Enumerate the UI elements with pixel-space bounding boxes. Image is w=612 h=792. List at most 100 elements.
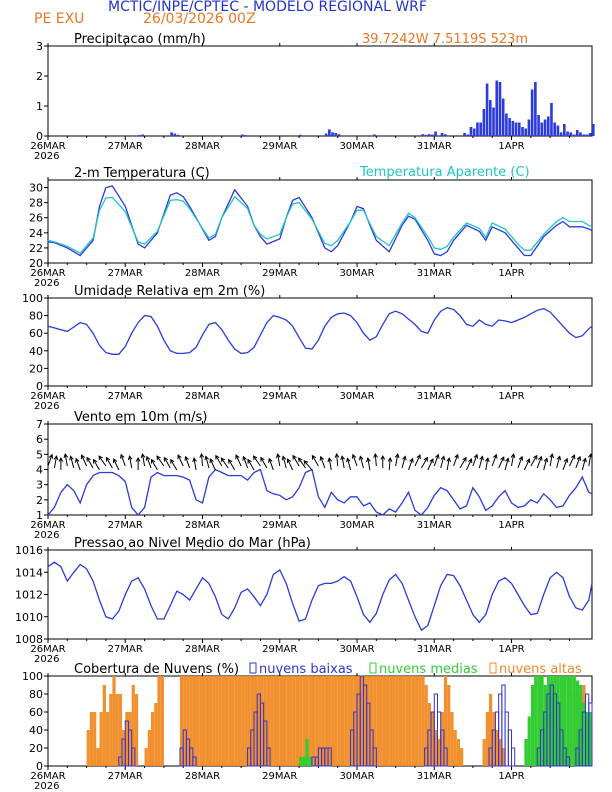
wind-ytick-label: 7 [36,418,43,431]
cloud-bar-mid [537,676,541,766]
precip-bar [527,119,531,136]
wind-vector-head [484,457,490,463]
wind-vector-head [260,456,265,462]
wind-vector-head [199,452,205,458]
wind-vector [408,458,414,471]
wind-vector-head [209,458,214,464]
cloud-bar-high [450,712,454,766]
wind-vector [53,456,58,469]
cloud-bar-low [372,747,377,767]
cloud-bar-high [331,676,335,766]
wind-vector-head [380,454,386,460]
cloud-bar-high [109,694,113,766]
wind-vector-head [346,457,351,463]
cloud-bar-high [492,712,496,766]
wind-vector-head [311,454,317,460]
cloud-bar-high [360,676,364,766]
wind-vector-head [423,456,428,462]
temp-ytick-label: 22 [29,242,43,255]
temp-xtick-label: 1APR [498,268,524,279]
cloud-legend-swatch [249,662,257,674]
wind-series-line-0 [47,468,593,517]
wind-vector [298,457,306,469]
wind-vector-head [281,455,287,461]
cloud-bar-high [105,712,110,766]
pressure-ytick-label: 1008 [15,633,43,646]
cloud-bar-high [344,676,348,766]
wind-vector [215,455,223,467]
wind-vector [352,454,358,467]
cloud-bar-high [244,676,248,766]
rh-ytick-label: 100 [22,292,43,305]
cloud-bar-high [427,703,432,766]
wind-vector-head [440,455,446,461]
cloud-bar-high [318,676,322,766]
temp-xtick-label: 28MAR [185,268,220,279]
cloud-bar-high [305,676,309,766]
wind-vector-head [556,455,562,461]
pressure-series-line-0 [47,561,593,632]
wind-vector-head [215,454,220,460]
cloud-bar-high [347,676,351,766]
rh-ytick-label: 60 [29,327,43,340]
cloud-bar-high [495,730,499,766]
wind-vector [556,456,561,469]
cloud-bar-high [237,676,242,766]
wind-vector [446,458,450,471]
precip-bar [534,82,537,136]
wind-vector [205,456,210,469]
wind-vector [504,458,509,471]
precip-bar [546,116,550,136]
wind-vector [575,456,581,469]
wind-vector [401,456,406,469]
coordinates-label: 39.7242W 7.5119S 523m [362,32,528,47]
wind-vector-head [98,455,103,461]
cloud-bar-high [134,694,139,766]
wind-vector-head [127,455,133,461]
precip-bar [331,132,334,136]
cloud-bar-high [498,739,502,766]
cloud-legend-swatch [489,662,497,674]
wind-vector [459,457,467,469]
clouds-title: Cobertura de Nuvens (%) [74,662,239,677]
precip-bar [170,132,173,136]
run-datetime: 26/03/2026 00Z [143,11,256,27]
precip-bar [173,133,177,136]
cloud-bar-high [270,676,274,766]
wind-xtick-label: 31MAR [417,520,452,531]
precip-xtick-label: 28MAR [185,141,220,152]
wind-vector [228,459,236,471]
cloud-bar-low [443,747,448,767]
precip-bar [434,131,437,136]
wind-xtick-label: 27MAR [108,520,143,531]
cloud-bar-high [328,676,332,766]
clouds-xtick-label: 27MAR [108,771,143,782]
temp-year-label: 2026 [34,278,59,289]
precip-xtick-label: 30MAR [339,141,374,152]
cloud-bar-high [411,676,415,766]
precip-bar [469,127,473,136]
cloud-bar-mid [524,739,528,766]
cloud-bar-high [221,676,226,766]
wind-vector-head [543,457,549,463]
wind-vector [163,457,171,469]
wind-vector-head [228,458,233,464]
wind-vector [517,456,523,469]
cloud-bar-high [131,685,135,766]
cloud-bar-high [357,676,361,766]
wind-ytick-label: 6 [36,433,43,446]
temp-series-line-0 [47,185,593,257]
pressure-ytick-label: 1012 [15,589,43,602]
temp-xtick-label: 30MAR [339,268,374,279]
precip-bar [543,119,547,136]
rh-xtick-label: 26MAR [30,391,65,402]
cloud-bar-high [93,712,97,766]
wind-vector [498,456,505,469]
cloud-bar-high [295,676,300,766]
wind-vector-head [351,453,357,459]
cloud-bar-high [453,730,457,766]
temp-ytick-label: 28 [29,197,43,210]
wind-vector-head [402,455,407,461]
cloud-bar-high [369,676,374,766]
